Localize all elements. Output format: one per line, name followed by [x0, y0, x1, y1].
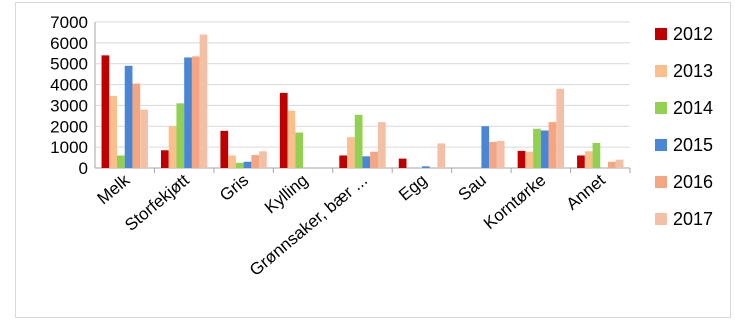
legend-label: 2016 — [673, 172, 713, 192]
bar — [287, 110, 296, 168]
x-tick-label: Storfekjøtt — [121, 170, 193, 235]
x-tick-label: Sau — [455, 171, 490, 205]
x-tick-label: Melk — [94, 170, 134, 208]
bar — [132, 83, 141, 168]
legend-label: 2014 — [673, 98, 713, 118]
x-tick-label: Egg — [395, 171, 430, 205]
bar — [176, 103, 185, 168]
bar — [608, 161, 616, 168]
bar — [398, 158, 407, 168]
bar — [354, 114, 363, 168]
bar — [251, 155, 260, 168]
y-tick-label: 1000 — [50, 138, 88, 157]
bar — [243, 161, 252, 168]
bar — [295, 132, 304, 168]
x-tick-label: Korntørke — [480, 171, 549, 234]
bar — [220, 130, 229, 168]
legend-swatch — [655, 28, 667, 40]
bar — [347, 137, 355, 168]
bar — [615, 159, 624, 168]
bars-layer — [101, 34, 624, 169]
bar — [496, 140, 505, 168]
bar — [525, 151, 534, 168]
bar — [370, 151, 378, 168]
bar — [199, 34, 208, 169]
bar — [489, 141, 497, 168]
bar — [377, 122, 386, 168]
y-tick-label: 6000 — [50, 34, 88, 53]
bar — [592, 142, 601, 168]
bar — [577, 155, 585, 168]
bar — [228, 155, 236, 168]
bar — [168, 126, 177, 168]
bar — [109, 96, 117, 168]
y-tick-label: 2000 — [50, 117, 88, 136]
x-tick-label: Kylling — [261, 171, 312, 218]
bar — [124, 65, 133, 168]
legend-label: 2015 — [673, 135, 713, 155]
y-tick-label: 0 — [79, 159, 88, 178]
bar — [556, 88, 565, 168]
legend-swatch — [655, 102, 667, 114]
bar — [191, 56, 200, 168]
bar — [339, 155, 348, 168]
bar — [362, 156, 371, 168]
bar — [116, 155, 125, 168]
legend-label: 2013 — [673, 61, 713, 81]
bar — [184, 57, 192, 169]
x-tick-label: Gris — [216, 171, 252, 206]
x-tick-label: Annet — [563, 170, 609, 213]
bar — [437, 143, 446, 168]
bar — [421, 166, 430, 168]
bar — [540, 130, 549, 168]
y-tick-label: 3000 — [50, 96, 88, 115]
legend-swatch — [655, 176, 667, 188]
legend: 2012 2013 2014 2015 2016 2017 — [655, 24, 713, 229]
bar — [481, 126, 490, 168]
bar — [160, 150, 169, 168]
legend-swatch — [655, 213, 667, 225]
bar — [517, 150, 526, 168]
bar — [279, 92, 288, 168]
legend-label: 2012 — [673, 24, 713, 44]
bar — [235, 162, 244, 168]
legend-swatch — [655, 139, 667, 151]
legend-label: 2017 — [673, 209, 713, 229]
bar — [548, 122, 557, 168]
bar — [533, 128, 541, 168]
legend-swatch — [655, 65, 667, 77]
y-tick-label: 7000 — [50, 13, 88, 32]
y-tick-label: 4000 — [50, 76, 88, 95]
bar — [259, 151, 267, 168]
bar — [584, 151, 593, 168]
y-tick-label: 5000 — [50, 55, 88, 74]
bar — [140, 109, 148, 168]
bar — [101, 55, 110, 168]
